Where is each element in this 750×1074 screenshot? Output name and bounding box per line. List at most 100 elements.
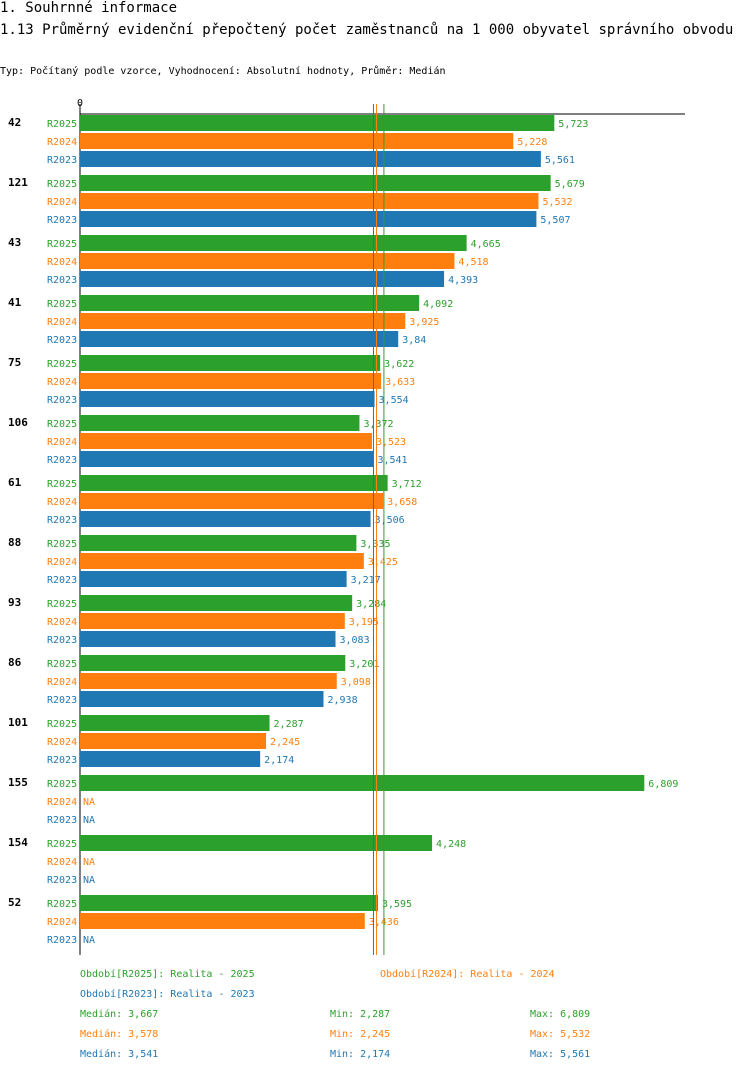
bar <box>80 253 455 269</box>
data-label: 4,248 <box>436 839 466 850</box>
bar <box>80 511 371 527</box>
data-label: 3,658 <box>387 497 417 508</box>
bar <box>80 331 399 347</box>
series-label: R2024 <box>47 677 77 688</box>
series-label: R2023 <box>47 935 77 946</box>
category-label: 93 <box>8 596 21 609</box>
data-label: 3,554 <box>379 395 409 406</box>
bar <box>80 913 365 929</box>
data-label: 3,425 <box>368 557 398 568</box>
series-label: R2023 <box>47 815 77 826</box>
x-axis-zero-label: 0 <box>77 98 83 109</box>
bar <box>80 493 384 509</box>
bar <box>80 655 346 671</box>
bar <box>80 133 514 149</box>
category-label: 41 <box>8 296 22 309</box>
stat-max-r2024: Max: 5,532 <box>530 1029 591 1040</box>
data-label: 3,506 <box>375 515 405 526</box>
data-label: 3,523 <box>376 437 406 448</box>
series-label: R2024 <box>47 617 77 628</box>
stat-max-r2025: Max: 6,809 <box>530 1009 591 1020</box>
data-label: 3,201 <box>349 659 379 670</box>
series-label: R2025 <box>47 539 77 550</box>
data-label: 6,809 <box>648 779 678 790</box>
series-label: R2025 <box>47 599 77 610</box>
data-label: 3,284 <box>356 599 386 610</box>
series-label: R2024 <box>47 797 77 808</box>
bar <box>80 715 270 731</box>
series-label: R2023 <box>47 215 77 226</box>
series-label: R2024 <box>47 437 77 448</box>
data-label: 3,925 <box>409 317 439 328</box>
category-label: 101 <box>8 716 28 729</box>
bar <box>80 451 374 467</box>
series-label: R2024 <box>47 857 77 868</box>
bar <box>80 673 337 689</box>
series-label: R2023 <box>47 755 77 766</box>
category-label: 61 <box>8 476 22 489</box>
series-label: R2025 <box>47 899 77 910</box>
series-label: R2025 <box>47 839 77 850</box>
data-label: 4,665 <box>471 239 501 250</box>
category-label: 43 <box>8 236 21 249</box>
series-label: R2025 <box>47 359 77 370</box>
data-label: NA <box>83 797 95 808</box>
bar <box>80 475 388 491</box>
series-label: R2023 <box>47 335 77 346</box>
series-label: R2024 <box>47 557 77 568</box>
data-label: 4,092 <box>423 299 453 310</box>
data-label: 3,633 <box>385 377 415 388</box>
data-label: 2,245 <box>270 737 300 748</box>
bar <box>80 571 347 587</box>
stat-max-r2023: Max: 5,561 <box>530 1049 591 1060</box>
series-label: R2025 <box>47 659 77 670</box>
bar <box>80 631 336 647</box>
chart-title: 1.13 Průměrný evidenční přepočtený počet… <box>0 22 734 38</box>
series-label: R2023 <box>47 695 77 706</box>
category-label: 88 <box>8 536 21 549</box>
series-label: R2025 <box>47 119 77 130</box>
legend-item-r2023: Období[R2023]: Realita - 2023 <box>80 989 255 1000</box>
series-label: R2024 <box>47 257 77 268</box>
bar <box>80 733 267 749</box>
bar <box>80 151 541 167</box>
series-label: R2025 <box>47 479 77 490</box>
series-label: R2023 <box>47 515 77 526</box>
series-label: R2024 <box>47 737 77 748</box>
category-label: 86 <box>8 656 22 669</box>
bar <box>80 391 375 407</box>
series-label: R2023 <box>47 575 77 586</box>
series-label: R2023 <box>47 155 77 166</box>
data-label: 2,174 <box>264 755 294 766</box>
stat-min-r2023: Min: 2,174 <box>330 1049 391 1060</box>
series-label: R2025 <box>47 299 77 310</box>
bar <box>80 835 433 851</box>
legend-item-r2024: Období[R2024]: Realita - 2024 <box>380 969 555 980</box>
bar <box>80 313 406 329</box>
category-label: 106 <box>8 416 28 429</box>
bar <box>80 373 382 389</box>
bar <box>80 775 645 791</box>
bar <box>80 271 445 287</box>
data-label: NA <box>83 857 95 868</box>
bar <box>80 433 372 449</box>
category-label: 155 <box>8 776 28 789</box>
category-label: 75 <box>8 356 21 369</box>
data-label: 3,217 <box>351 575 381 586</box>
data-label: 3,622 <box>384 359 414 370</box>
stat-median-r2023: Medián: 3,541 <box>80 1049 159 1060</box>
bar <box>80 355 381 371</box>
category-label: 121 <box>8 176 28 189</box>
data-label: NA <box>83 935 95 946</box>
bar <box>80 691 324 707</box>
data-label: 3,595 <box>382 899 412 910</box>
data-label: 2,287 <box>274 719 304 730</box>
series-label: R2024 <box>47 497 77 508</box>
data-label: 5,228 <box>517 137 547 148</box>
data-label: 3,195 <box>349 617 379 628</box>
stat-median-r2024: Medián: 3,578 <box>80 1029 159 1040</box>
series-label: R2025 <box>47 419 77 430</box>
bar <box>80 295 420 311</box>
chart-subtitle: Typ: Počítaný podle vzorce, Vyhodnocení:… <box>0 66 446 77</box>
data-label: 5,532 <box>542 197 572 208</box>
